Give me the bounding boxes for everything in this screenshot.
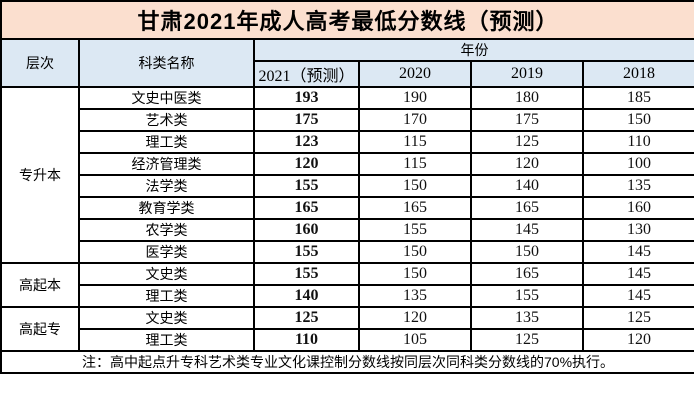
score-2018: 120 [581,328,694,352]
level-cell-gaoqizhuan: 高起专 [0,306,80,352]
score-table: 甘肃2021年成人高考最低分数线（预测） 层次 科类名称 年份 2021（预测）… [0,0,694,374]
score-2020: 170 [358,108,472,132]
score-2019: 180 [470,86,584,110]
score-2021: 110 [253,328,360,352]
score-2018: 125 [581,306,694,330]
score-2020: 115 [358,152,472,176]
category-cell: 艺术类 [78,108,255,132]
category-cell: 文史中医类 [78,86,255,110]
score-2020: 105 [358,328,472,352]
score-2019: 125 [470,130,584,154]
score-2020: 150 [358,240,472,264]
score-2018: 145 [581,284,694,308]
table-row: 高起本 文史类 155 150 165 145 [0,262,694,308]
table-row: 专升本 文史中医类 193 190 180 185 [0,86,694,264]
score-2019: 135 [470,306,584,330]
score-2018: 130 [581,218,694,242]
score-2018: 100 [581,152,694,176]
category-cell: 医学类 [78,240,255,264]
score-2020: 165 [358,196,472,220]
category-cell: 理工类 [78,130,255,154]
score-2020: 150 [358,262,472,286]
score-2020: 190 [358,86,472,110]
score-2020: 120 [358,306,472,330]
score-2020: 155 [358,218,472,242]
category-cell: 文史类 [78,262,255,286]
score-2021: 193 [253,86,360,110]
score-2019: 150 [470,240,584,264]
table-row: 教育学类 165 165 165 160 [1,196,694,220]
col-header-2020: 2020 [358,60,472,88]
score-2019: 155 [470,284,584,308]
score-2019: 175 [470,108,584,132]
col-header-level: 层次 [0,38,80,88]
score-2019: 165 [470,196,584,220]
category-cell: 文史类 [78,306,255,330]
table-row: 理工类 123 115 125 110 [1,130,694,154]
header-row-1: 层次 科类名称 年份 [0,38,694,88]
score-2021: 125 [253,306,360,330]
col-header-2018: 2018 [581,60,694,88]
score-2021: 120 [253,152,360,176]
score-2019: 165 [470,262,584,286]
score-2021: 155 [253,240,360,264]
score-2021: 155 [253,174,360,198]
category-cell: 法学类 [78,174,255,198]
level-cell-gaoqiben: 高起本 [0,262,80,308]
footnote: 注：高中起点升专科艺术类专业文化课控制分数线按同层次同科类分数线的70%执行。 [0,350,694,374]
table-row: 艺术类 175 170 175 150 [1,108,694,132]
score-2018: 160 [581,196,694,220]
page-title: 甘肃2021年成人高考最低分数线（预测） [0,0,694,40]
col-header-category: 科类名称 [78,38,255,88]
level-cell-zhuanshengben: 专升本 [0,86,80,264]
score-2021: 175 [253,108,360,132]
score-2021: 140 [253,284,360,308]
category-cell: 农学类 [78,218,255,242]
header-row-2: 2021（预测） 2020 2019 2018 [1,60,694,88]
score-2018: 185 [581,86,694,110]
table-row: 农学类 160 155 145 130 [1,218,694,242]
score-2018: 145 [581,262,694,286]
category-cell: 理工类 [78,328,255,352]
score-2021: 165 [253,196,360,220]
col-header-year-group: 年份 [252,38,694,62]
title-row: 甘肃2021年成人高考最低分数线（预测） [0,0,694,40]
score-2020: 115 [358,130,472,154]
score-2020: 135 [358,284,472,308]
score-2021: 160 [253,218,360,242]
score-2018: 135 [581,174,694,198]
score-2019: 125 [470,328,584,352]
score-2018: 145 [581,240,694,264]
score-2018: 150 [581,108,694,132]
table-row: 医学类 155 150 150 145 [1,240,694,264]
score-2021: 155 [253,262,360,286]
table-row: 理工类 140 135 155 145 [1,284,694,308]
table-row: 理工类 110 105 125 120 [1,328,694,352]
category-cell: 理工类 [78,284,255,308]
score-2020: 150 [358,174,472,198]
score-2019: 120 [470,152,584,176]
score-2018: 110 [581,130,694,154]
score-2019: 145 [470,218,584,242]
table-row: 高起专 文史类 125 120 135 125 [0,306,694,352]
category-cell: 教育学类 [78,196,255,220]
table-row: 经济管理类 120 115 120 100 [1,152,694,176]
table-row: 法学类 155 150 140 135 [1,174,694,198]
footnote-row: 注：高中起点升专科艺术类专业文化课控制分数线按同层次同科类分数线的70%执行。 [0,350,694,374]
col-header-2021-predicted: 2021（预测） [253,60,360,88]
category-cell: 经济管理类 [78,152,255,176]
score-2019: 140 [470,174,584,198]
col-header-2019: 2019 [470,60,584,88]
score-2021: 123 [253,130,360,154]
